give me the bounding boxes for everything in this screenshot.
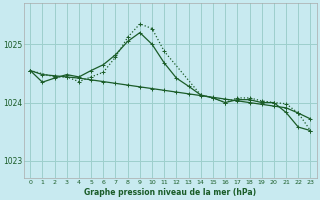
X-axis label: Graphe pression niveau de la mer (hPa): Graphe pression niveau de la mer (hPa) bbox=[84, 188, 256, 197]
